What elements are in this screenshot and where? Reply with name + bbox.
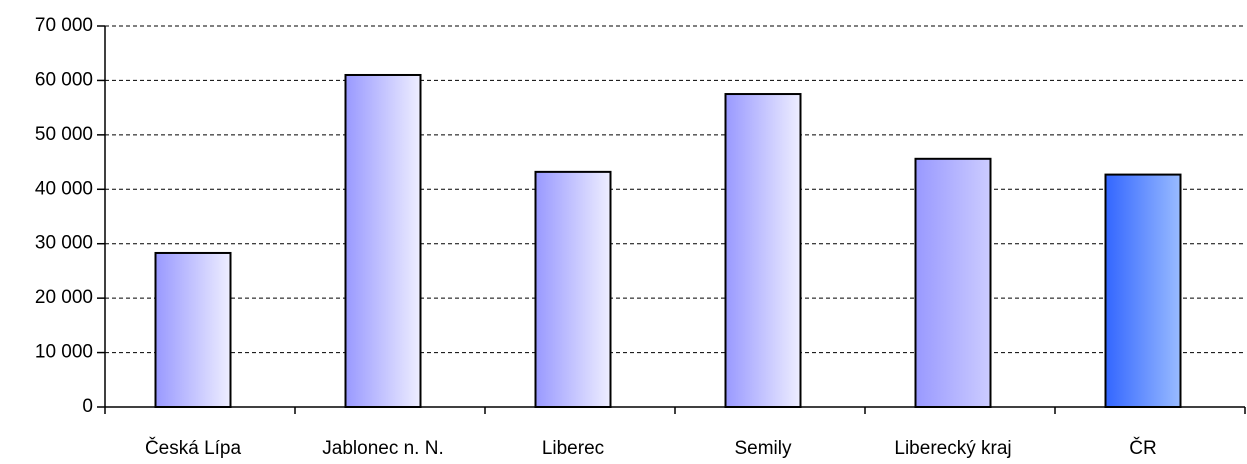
bar — [534, 170, 612, 408]
y-tick-label: 10 000 — [35, 342, 93, 363]
x-tick-label: Liberec — [542, 438, 604, 459]
x-tick-label: Česká Lípa — [145, 437, 242, 459]
bar — [1104, 173, 1182, 408]
x-tick-label: Semily — [734, 438, 792, 459]
bar — [154, 251, 232, 408]
y-tick-label: 60 000 — [35, 69, 93, 90]
y-tick-label: 30 000 — [35, 233, 93, 254]
y-tick-label: 70 000 — [35, 15, 93, 36]
y-tick-label: 0 — [82, 396, 93, 417]
x-tick-label: Jablonec n. N. — [322, 438, 443, 459]
y-tick-label: 40 000 — [35, 178, 93, 199]
y-tick-label: 20 000 — [35, 287, 93, 308]
x-tick-label: ČR — [1129, 437, 1156, 459]
bar — [914, 157, 992, 408]
bar — [344, 73, 422, 408]
x-tick-label: Liberecký kraj — [894, 438, 1011, 459]
bar — [724, 93, 802, 409]
y-tick-label: 50 000 — [35, 124, 93, 145]
